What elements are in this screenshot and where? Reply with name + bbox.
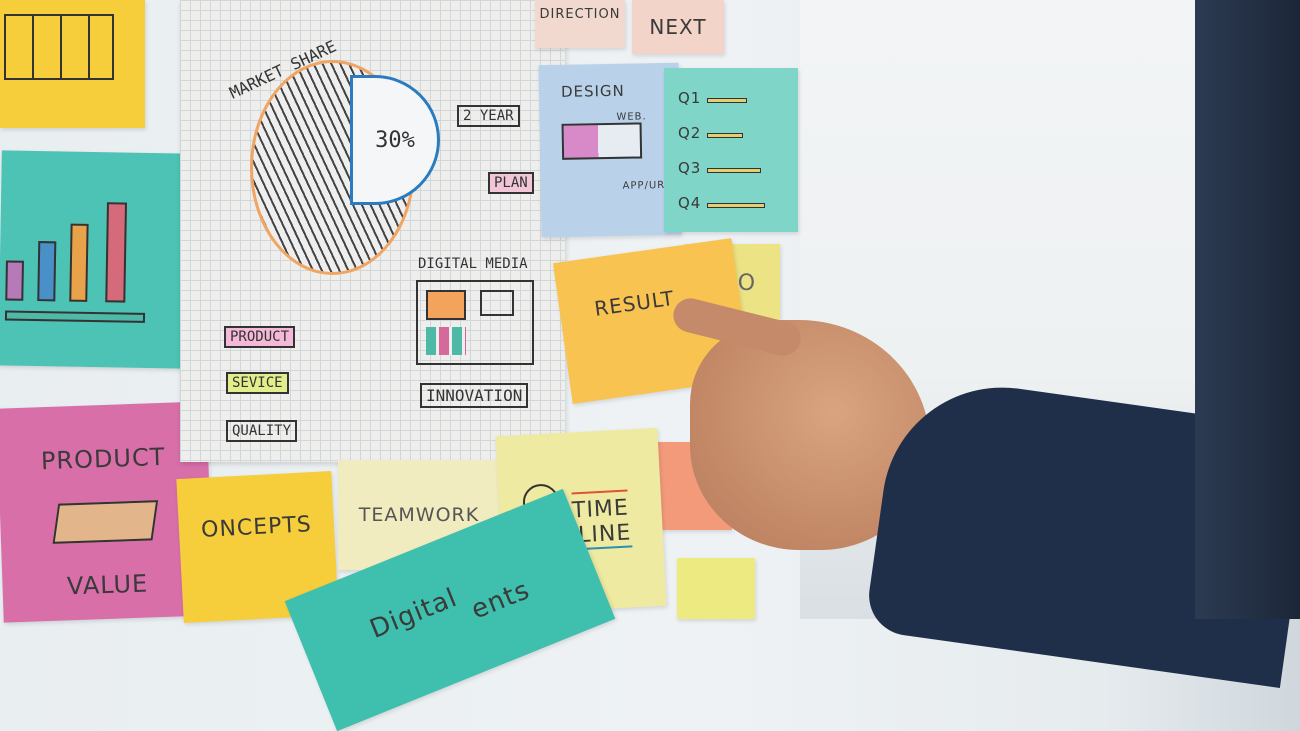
note-direction: DIRECTION [535, 0, 625, 48]
table-sketch [4, 14, 114, 80]
innovation-label: INNOVATION [420, 383, 529, 408]
design-title: DESIGN [560, 81, 625, 101]
concepts-text: ONCEPTS [200, 511, 313, 543]
note-quarters: Q1 Q2 Q3 Q4 [664, 68, 798, 232]
result-text: RESULT [592, 285, 676, 321]
next-text: NEXT [649, 15, 707, 39]
quarter-label: Q1 [678, 88, 702, 107]
pie-percent: 30% [375, 127, 415, 153]
shoulder [1195, 0, 1300, 619]
quarter-row: Q2 [678, 123, 744, 142]
plan-2-year: 2 YEAR [457, 105, 520, 127]
teamwork-text: TEAMWORK [358, 504, 480, 526]
digital-media-sketch [416, 280, 534, 365]
quality-label: QUALITY [226, 420, 298, 442]
service-label: SEVICE [226, 372, 289, 394]
pie-slice-sketch: 30% [350, 75, 440, 205]
web-sketch [561, 122, 643, 160]
digital-media-label: DIGITAL MEDIA [418, 256, 528, 272]
product-text: PRODUCT [40, 442, 166, 476]
direction-text: DIRECTION [539, 6, 621, 22]
quarter-label: Q2 [678, 123, 702, 142]
teal-note-bar-chart [0, 150, 187, 369]
quarter-label: Q4 [678, 193, 702, 212]
note-yellow-blank [677, 558, 755, 619]
box-sketch [52, 500, 159, 544]
digital-text-2: ents [467, 575, 535, 626]
market-share-sheet: MARKET SHARE 30% 2 YEAR PLAN DIGITAL MED… [180, 0, 565, 462]
quarter-row: Q3 [678, 158, 762, 177]
design-web: WEB. [616, 111, 647, 123]
quarter-row: Q4 [678, 193, 766, 212]
digital-text: Digital [365, 582, 462, 645]
bar-chart-sketch [4, 202, 147, 327]
quarter-row: Q1 [678, 88, 748, 107]
note-next: NEXT [632, 0, 724, 54]
product-label: PRODUCT [224, 326, 296, 348]
note-design: DESIGN WEB. APP/URL [538, 62, 682, 238]
quarter-label: Q3 [678, 158, 702, 177]
plan-label: PLAN [488, 172, 534, 194]
yellow-note-top-left [0, 0, 145, 128]
time-text: TIME [571, 489, 630, 524]
value-text: VALUE [66, 569, 149, 601]
